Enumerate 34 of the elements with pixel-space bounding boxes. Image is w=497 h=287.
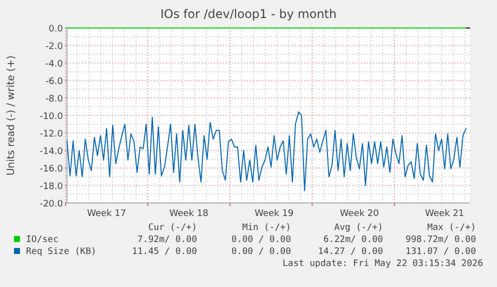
y-tick-label: -14.0 — [40, 147, 64, 157]
y-tick-label: -16.0 — [40, 164, 64, 174]
text: Max (-/+) — [427, 223, 476, 233]
text: 11.45 / 0.00 — [132, 247, 197, 257]
text: Cur (-/+) — [148, 223, 197, 233]
y-tick-label: -6.0 — [45, 77, 64, 87]
text: 14.27 / 0.00 — [318, 247, 383, 257]
line-series — [66, 112, 466, 192]
y-tick-label: -10.0 — [40, 112, 64, 122]
legend-label: Req Size (KB) — [26, 247, 96, 257]
y-tick-label: -12.0 — [40, 130, 64, 140]
x-tick-label: Week 17 — [87, 209, 126, 219]
text: 998.72m/ 0.00 — [406, 235, 476, 245]
x-tick-label: Week 19 — [254, 209, 294, 219]
text: 7.92m/ 0.00 — [137, 235, 197, 245]
text: 0.00 / 0.00 — [231, 247, 291, 257]
y-tick-label: -2.0 — [45, 42, 64, 52]
chart-title: IOs for /dev/loop1 - by month — [160, 7, 337, 21]
y-tick-label: -18.0 — [40, 182, 64, 192]
y-tick-label: -4.0 — [45, 60, 64, 70]
text: 131.07 / 0.00 — [406, 247, 476, 257]
y-axis-title: Units read (-) / write (+) — [6, 55, 17, 176]
x-tick-label: Week 20 — [340, 209, 380, 219]
text: Last update: Fri May 22 03:15:34 2026 — [282, 259, 483, 269]
y-tick-label: -20.0 — [40, 200, 64, 210]
y-tick-label: 0.0 — [48, 24, 64, 34]
text: 6.22m/ 0.00 — [323, 235, 383, 245]
x-tick-label: Week 18 — [169, 209, 209, 219]
legend-label: IO/sec — [26, 235, 59, 245]
text: Avg (-/+) — [334, 223, 383, 233]
y-tick-label: -8.0 — [45, 94, 64, 104]
text: Min (-/+) — [242, 223, 291, 233]
x-tick-label: Week 21 — [425, 209, 464, 219]
text: 0.00 / 0.00 — [231, 235, 291, 245]
